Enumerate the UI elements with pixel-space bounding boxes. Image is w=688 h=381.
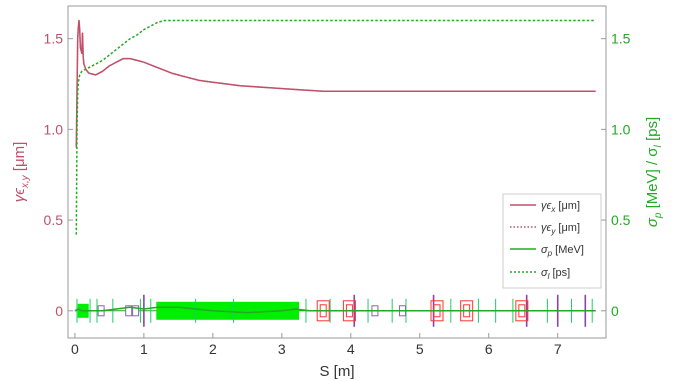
series-line-2 — [74, 306, 596, 314]
y-tick-label-right-1: 0.5 — [611, 212, 631, 228]
legend-label-ey: γϵy [μm] — [541, 222, 580, 236]
x-tick-label-1: 1 — [140, 341, 148, 357]
y-tick-label-right-0: 0 — [611, 303, 619, 319]
legend: γϵx [μm] γϵy [μm] σp [MeV] σl [ps] — [502, 193, 602, 289]
legend-item-ey: γϵy [μm] — [510, 222, 580, 236]
legend-item-ex: γϵx [μm] — [510, 200, 580, 214]
series-layer — [74, 19, 596, 314]
legend-label-sp: σp [MeV] — [541, 244, 584, 258]
x-tick-label-6: 6 — [485, 341, 493, 357]
x-tick-label-2: 2 — [209, 341, 217, 357]
legend-item-sp: σp [MeV] — [510, 244, 584, 258]
y-axis-label-right: σp [MeV] / σl [ps] — [644, 117, 664, 227]
lattice-corrector-1 — [125, 305, 133, 317]
lattice-corrector-2 — [132, 305, 140, 317]
x-tick-label-5: 5 — [416, 341, 424, 357]
y-tick-label-left-0: 0 — [55, 303, 63, 319]
series-line-3 — [75, 19, 596, 235]
series-line-0 — [75, 19, 596, 148]
legend-label-ex: γϵx [μm] — [541, 200, 580, 214]
y-tick-label-left-1: 0.5 — [44, 212, 64, 228]
x-tick-label-3: 3 — [278, 341, 286, 357]
x-tick-label-4: 4 — [347, 341, 355, 357]
x-tick-label-7: 7 — [554, 341, 562, 357]
y-tick-label-left-3: 1.5 — [44, 31, 64, 47]
y-tick-label-left-2: 1.0 — [44, 121, 64, 137]
y-tick-label-right-2: 1.0 — [611, 121, 631, 137]
x-axis-label: S [m] — [319, 363, 354, 380]
ticks-layer: 0 1 2 3 4 5 6 7 0 0.5 1.0 1.5 0 0.5 1.0 1.5 — [44, 31, 631, 357]
legend-item-sl: σl [ps] — [510, 267, 570, 281]
plot-frame — [67, 5, 607, 339]
legend-label-sl: σl [ps] — [541, 267, 570, 281]
x-tick-label-0: 0 — [71, 341, 79, 357]
lattice-linac-block — [156, 301, 300, 320]
y-tick-label-right-3: 1.5 — [611, 31, 631, 47]
y-axis-label-left: γϵx,y [μm] — [11, 142, 31, 203]
series-line-1 — [75, 19, 596, 148]
